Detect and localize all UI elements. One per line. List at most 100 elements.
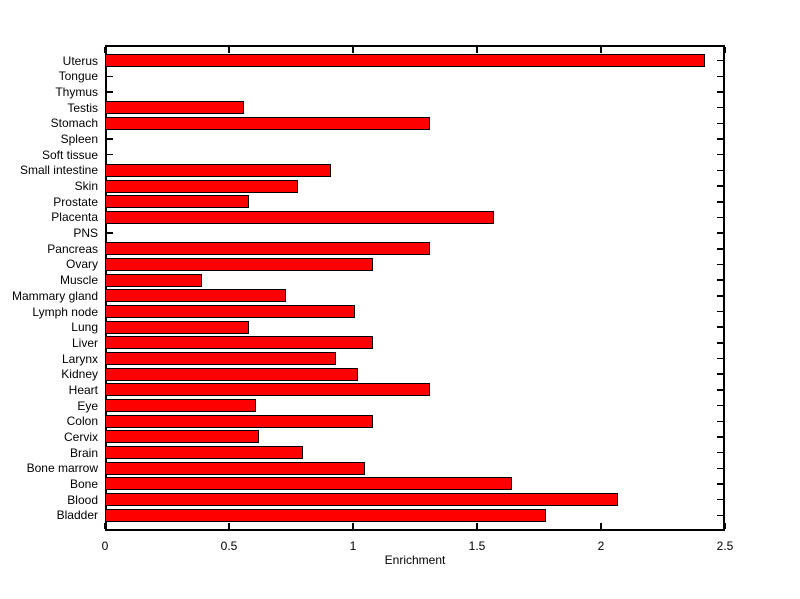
y-tick-right (717, 279, 723, 281)
x-tick-bottom (352, 523, 354, 529)
bar (105, 305, 356, 319)
y-tick-label: Soft tissue (41, 147, 98, 162)
y-tick-right (717, 138, 723, 140)
y-tick-right (717, 106, 723, 109)
x-tick-label: 1.5 (468, 539, 486, 553)
x-tick-top (476, 47, 478, 53)
y-tick-right (717, 498, 723, 501)
y-tick-label: Spleen (60, 132, 98, 147)
y-tick-label: Heart (68, 382, 98, 397)
y-tick-right (717, 420, 723, 422)
x-tick-bottom (476, 523, 478, 529)
y-tick-right (717, 185, 723, 187)
bar (105, 273, 202, 287)
y-tick-label: Larynx (61, 351, 98, 366)
y-tick-right (717, 389, 723, 391)
bar (105, 446, 304, 460)
bar (105, 477, 512, 491)
y-tick-label: Muscle (59, 273, 98, 288)
y-tick-label: Colon (66, 414, 98, 429)
bar (105, 179, 299, 193)
y-tick-label: Pancreas (47, 241, 98, 256)
x-tick-top (600, 47, 602, 53)
bar (105, 414, 373, 428)
y-tick-right (717, 436, 723, 438)
bar (105, 242, 430, 256)
bar (105, 508, 547, 522)
bar (105, 383, 430, 397)
bar (105, 116, 430, 130)
x-tick-label: 2.5 (716, 539, 734, 553)
bar (105, 336, 373, 350)
y-tick-right (717, 404, 723, 407)
x-tick-bottom (724, 523, 726, 529)
y-tick-right (717, 75, 723, 78)
y-tick-right (717, 451, 723, 454)
y-tick-left (107, 232, 113, 234)
bar (105, 352, 336, 366)
y-tick-label: Bone marrow (26, 461, 98, 476)
y-tick-left (107, 75, 113, 78)
y-tick-right (717, 342, 723, 344)
bar (105, 399, 257, 413)
y-tick-left (107, 138, 113, 140)
y-tick-right (717, 201, 723, 203)
y-tick-right (717, 248, 723, 250)
y-tick-right (717, 514, 723, 517)
y-tick-right (717, 91, 723, 93)
y-tick-label: PNS (73, 226, 98, 241)
y-tick-label: Lung (71, 320, 98, 335)
y-tick-label: Blood (67, 492, 98, 507)
bar (105, 320, 249, 334)
y-tick-right (717, 295, 723, 297)
y-tick-right (717, 467, 723, 470)
y-tick-left (107, 91, 113, 93)
y-tick-label: Lymph node (32, 304, 98, 319)
y-tick-label: Kidney (61, 367, 98, 382)
bar (105, 210, 495, 224)
y-tick-right (717, 263, 723, 266)
x-tick-top (104, 47, 106, 53)
y-tick-label: Thymus (55, 85, 98, 100)
y-tick-right (717, 122, 723, 125)
y-tick-label: Cervix (63, 429, 98, 444)
y-tick-label: Prostate (53, 194, 98, 209)
y-tick-label: Placenta (51, 210, 98, 225)
y-tick-right (717, 483, 723, 485)
y-tick-label: Eye (77, 398, 98, 413)
y-tick-right (717, 310, 723, 313)
bar (105, 430, 259, 444)
y-tick-label: Brain (69, 445, 98, 460)
bar (105, 163, 331, 177)
y-tick-right (717, 216, 723, 219)
x-tick-label: 0 (101, 539, 109, 553)
y-tick-label: Mammary gland (11, 288, 98, 303)
bar (105, 195, 249, 209)
x-tick-label: 1 (349, 539, 357, 553)
y-tick-label: Bone (69, 476, 98, 491)
y-tick-label: Skin (74, 179, 98, 194)
y-tick-label: Liver (71, 335, 98, 350)
y-tick-label: Tongue (58, 69, 98, 84)
y-tick-label: Stomach (50, 116, 98, 131)
bar (105, 101, 244, 115)
bar (105, 367, 358, 381)
x-tick-top (228, 47, 230, 53)
x-tick-bottom (228, 523, 230, 529)
y-tick-right (717, 373, 723, 375)
y-tick-label: Testis (67, 100, 98, 115)
y-tick-right (717, 326, 723, 328)
y-tick-label: Ovary (65, 257, 98, 272)
bar (105, 54, 706, 68)
x-tick-top (352, 47, 354, 53)
y-tick-right (717, 153, 723, 156)
x-axis-title: Enrichment (384, 553, 446, 567)
bar (105, 461, 366, 475)
x-tick-bottom (600, 523, 602, 529)
bar (105, 493, 619, 507)
x-tick-top (724, 47, 726, 53)
y-tick-label: Uterus (62, 53, 98, 68)
x-tick-label: 0.5 (220, 539, 238, 553)
x-tick-label: 2 (597, 539, 605, 553)
